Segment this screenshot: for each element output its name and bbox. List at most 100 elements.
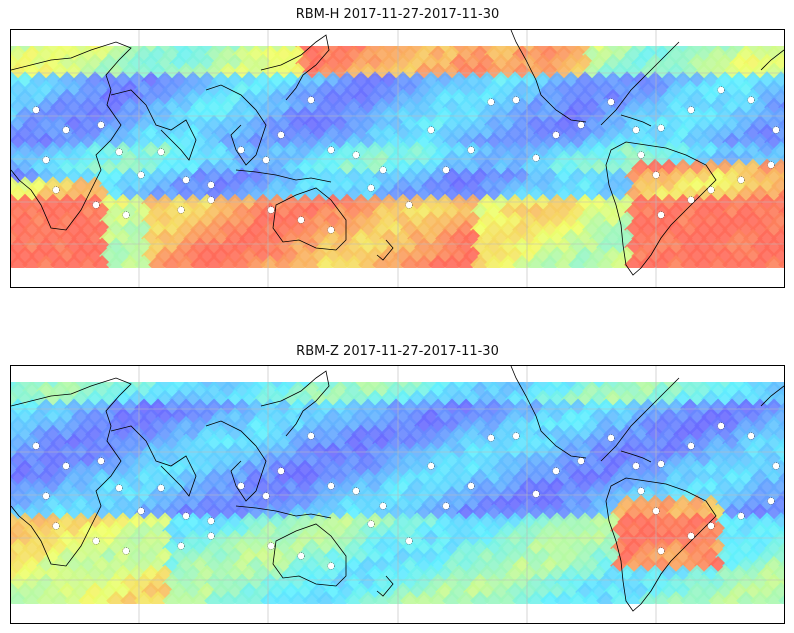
heatmap-cell [575,564,595,585]
heatmap-cell [596,415,616,436]
heatmap-cell [673,529,693,550]
coastline [605,477,717,612]
heatmap-cell [568,520,588,541]
station-marker [32,442,40,450]
heatmap-cell [729,389,749,410]
station-marker [657,211,665,219]
heatmap-cell [750,573,770,594]
heatmap-cell [694,149,714,170]
heatmap-cell [610,44,630,65]
heatmap-cell [743,53,763,74]
heatmap-cell [750,380,770,401]
heatmap-cell [638,219,658,240]
heatmap-cell [519,407,539,427]
heatmap-cell [652,149,672,170]
heatmap-cell [568,503,588,524]
heatmap-cell [722,503,742,524]
station-marker [652,171,660,179]
heatmap-cell [652,503,672,524]
heatmap-cell [533,141,553,161]
heatmap-cell [715,141,735,161]
heatmap-cell [645,529,665,550]
heatmap-cell [22,44,42,65]
heatmap-cell [568,167,588,188]
coastline [110,89,197,161]
heatmap-cell [729,529,749,550]
heatmap-cell [568,149,588,170]
heatmap-cell [743,512,763,532]
heatmap-cell [610,79,630,100]
heatmap-cell [652,62,672,83]
heatmap-cell [659,246,679,266]
heatmap-cell [666,590,686,611]
station-marker [747,96,755,104]
heatmap-cell [519,564,539,585]
heatmap-cell [673,141,693,161]
heatmap-cell [715,512,735,532]
heatmap-cell [589,246,609,266]
heatmap-cell [736,485,756,506]
heatmap-cell [771,494,784,515]
heatmap-cell [722,433,742,454]
heatmap-cell [414,44,434,65]
heatmap-cell [750,520,770,541]
heatmap-cell [533,547,553,567]
station-marker [687,196,695,204]
coastline [205,420,267,502]
heatmap-cell [701,512,721,532]
heatmap-cell [708,114,728,135]
heatmap-cell [736,219,756,240]
heatmap-cell [624,450,644,471]
heatmap-cell [547,424,567,445]
heatmap-cell [309,53,329,74]
heatmap-cell [680,149,700,170]
heatmap-cell [694,590,714,611]
heatmap-cell [652,380,672,401]
station-marker [327,482,335,490]
coastline [260,370,330,437]
heatmap-cell [673,228,693,249]
heatmap-cell [666,237,686,258]
heatmap-cell [610,450,630,471]
heatmap-cell [533,193,553,214]
heatmap-cell [554,132,574,153]
heatmap-cell [701,53,721,74]
heatmap-cell [680,237,700,258]
heatmap-cell [596,485,616,506]
heatmap-cell [680,503,700,524]
heatmap-cell [701,176,721,196]
heatmap-cell [757,494,777,515]
heatmap-cell [505,71,525,91]
heatmap-cell [596,167,616,188]
station-marker [632,462,640,470]
heatmap-cell [673,459,693,480]
heatmap-cell [596,114,616,135]
heatmap-cell [428,44,448,65]
heatmap-cell [596,468,616,489]
heatmap-cell [673,123,693,144]
heatmap-cell [757,529,777,550]
heatmap-cell [449,53,469,74]
heatmap-cell [309,71,329,91]
station-marker [237,482,245,490]
heatmap-cell [568,380,588,401]
heatmap-cell [519,123,539,144]
heatmap-cell [540,62,560,83]
heatmap-cell [666,555,686,576]
heatmap-cell [687,246,707,266]
station-marker [637,151,645,159]
heatmap-cell [554,415,574,436]
heatmap-cell [582,62,602,83]
heatmap-cell [603,123,623,144]
heatmap-cell [624,573,644,594]
heatmap-cell [687,407,707,427]
heatmap-cell [561,246,581,266]
heatmap-cell [603,71,623,91]
heatmap-cell [750,219,770,240]
heatmap-cell [764,79,784,100]
heatmap-cell [561,53,581,74]
heatmap-cell [645,407,665,427]
station-marker [177,542,185,550]
heatmap-cell [561,158,581,179]
heatmap-cell [694,114,714,135]
